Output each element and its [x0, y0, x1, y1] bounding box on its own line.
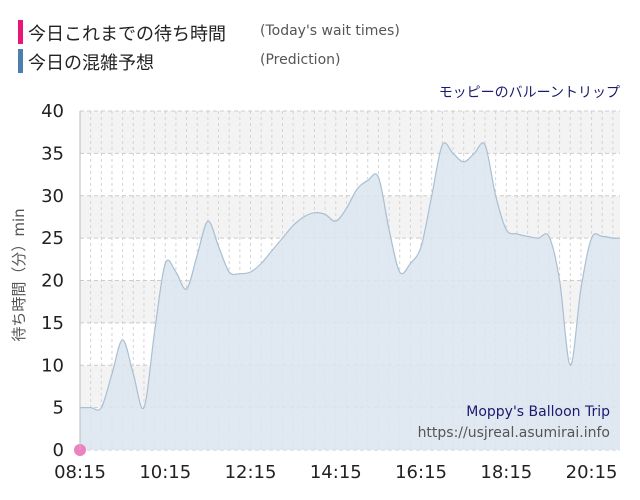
y-tick-label: 40	[41, 101, 64, 122]
y-tick-label: 10	[41, 355, 64, 376]
x-tick-labels: 08:15 10:15 12:15 14:15 16:15 18:15 20:15	[54, 462, 617, 483]
y-tick-label: 30	[41, 186, 64, 207]
y-tick-label: 35	[41, 143, 64, 164]
plot-band	[80, 111, 620, 154]
legend-label-today: 今日これまでの待ち時間	[28, 24, 226, 45]
plot-band	[80, 153, 620, 196]
x-tick-label: 08:15	[54, 462, 106, 483]
y-tick-label: 5	[53, 398, 64, 419]
legend-swatch-prediction	[18, 49, 23, 73]
x-tick-label: 14:15	[310, 462, 362, 483]
y-tick-label: 20	[41, 271, 64, 292]
x-tick-label: 10:15	[139, 462, 191, 483]
x-tick-label: 16:15	[395, 462, 447, 483]
y-tick-label: 0	[53, 440, 64, 461]
source-url: https://usjreal.asumirai.info	[418, 425, 610, 441]
prediction-area	[80, 142, 620, 450]
legend-note-today: (Today's wait times)	[260, 23, 400, 39]
y-axis-label: 待ち時間（分）min	[10, 208, 28, 341]
y-tick-label: 15	[41, 313, 64, 334]
legend-swatch-today	[18, 20, 23, 44]
x-tick-label: 18:15	[480, 462, 532, 483]
y-tick-labels: 0 5 10 15 20 25 30 35 40	[41, 101, 64, 461]
legend-label-prediction: 今日の混雑予想	[28, 53, 154, 74]
legend-note-prediction: (Prediction)	[260, 52, 341, 68]
y-tick-label: 25	[41, 228, 64, 249]
prediction-line	[80, 142, 621, 411]
attraction-name-en: Moppy's Balloon Trip	[466, 404, 610, 420]
x-tick-label: 20:15	[566, 462, 618, 483]
attraction-name-jp: モッピーのバルーントリップ	[439, 85, 620, 101]
x-tick-label: 12:15	[225, 462, 277, 483]
